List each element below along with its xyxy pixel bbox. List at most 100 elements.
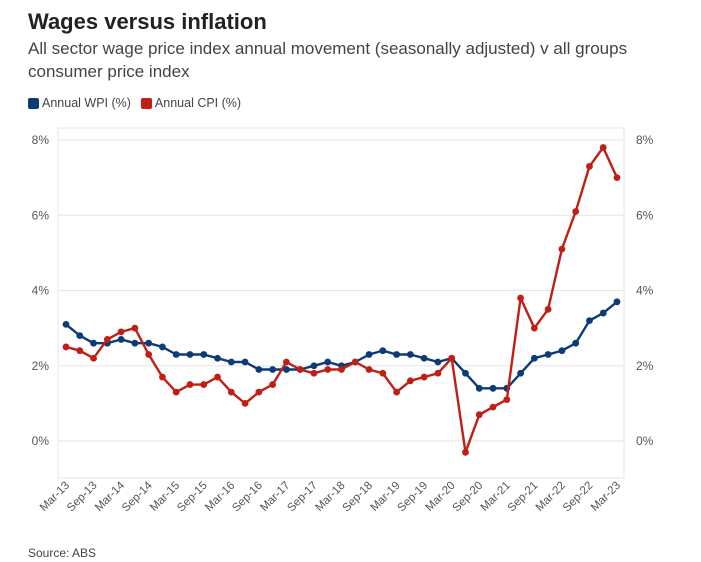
data-point-cpi	[613, 174, 621, 182]
data-point-cpi	[62, 343, 70, 351]
data-point-wpi	[406, 351, 414, 358]
plot-frame	[57, 127, 625, 479]
y-tick-label-left: 4%	[32, 284, 50, 298]
data-point-cpi	[227, 388, 235, 396]
data-point-wpi	[310, 362, 318, 370]
data-point-wpi	[393, 351, 400, 358]
data-point-cpi	[586, 162, 593, 170]
data-point-wpi	[420, 354, 428, 362]
y-tick-label-left: 0%	[32, 434, 50, 448]
legend-label-wpi: Annual WPI (%)	[42, 96, 131, 110]
y-tick-label-left: 2%	[32, 359, 50, 373]
data-point-cpi	[145, 351, 153, 358]
data-point-cpi	[572, 208, 580, 215]
chart-subtitle: All sector wage price index annual movem…	[28, 39, 628, 81]
legend: Annual WPI (%) Annual CPI (%)	[28, 96, 251, 110]
data-point-cpi	[214, 373, 221, 381]
legend-item-wpi[interactable]: Annual WPI (%)	[28, 96, 131, 110]
data-point-cpi	[338, 366, 345, 373]
data-point-wpi	[186, 351, 194, 358]
data-point-wpi	[117, 336, 125, 343]
data-point-cpi	[296, 366, 304, 373]
x-tick-label: Sep-14	[120, 479, 155, 514]
x-tick-label: Sep-15	[175, 480, 210, 515]
legend-swatch-wpi	[28, 97, 39, 109]
data-point-cpi	[90, 354, 97, 362]
y-tick-label-right: 0%	[636, 434, 654, 448]
data-point-wpi	[62, 320, 70, 328]
data-point-wpi	[269, 366, 277, 373]
data-point-cpi	[517, 294, 524, 302]
data-point-wpi	[613, 298, 621, 306]
data-point-wpi	[586, 317, 593, 324]
data-point-cpi	[117, 328, 125, 336]
data-point-cpi	[131, 324, 139, 332]
legend-swatch-cpi	[140, 97, 152, 109]
data-point-wpi	[241, 358, 249, 366]
data-point-wpi	[462, 369, 469, 377]
legend-label-cpi: Annual CPI (%)	[154, 96, 242, 110]
data-point-cpi	[462, 448, 469, 456]
data-point-cpi	[186, 381, 194, 388]
series-line-cpi	[65, 146, 619, 454]
data-point-cpi	[475, 411, 483, 419]
x-tick-label: Mar-23	[589, 480, 623, 514]
data-point-wpi	[255, 366, 263, 373]
data-point-cpi	[544, 305, 552, 313]
data-point-cpi	[310, 369, 318, 377]
data-point-wpi	[489, 384, 497, 392]
data-point-cpi	[365, 366, 373, 373]
data-point-cpi	[558, 245, 566, 253]
data-point-wpi	[544, 351, 552, 358]
data-point-cpi	[420, 373, 428, 381]
data-point-wpi	[200, 351, 208, 358]
y-tick-label-left: 6%	[32, 208, 50, 222]
data-point-cpi	[76, 347, 84, 355]
data-point-cpi	[489, 403, 497, 411]
data-point-wpi	[475, 384, 483, 392]
x-tick-label: Sep-21	[506, 480, 541, 515]
data-point-wpi	[324, 358, 332, 366]
data-point-wpi	[159, 343, 166, 351]
x-tick-label: Sep-18	[340, 480, 375, 515]
y-tick-label-right: 8%	[636, 133, 654, 147]
x-tick-label: Sep-19	[396, 480, 431, 515]
data-point-cpi	[324, 366, 332, 373]
data-point-wpi	[145, 339, 153, 347]
data-point-cpi	[530, 324, 538, 332]
data-point-wpi	[530, 354, 538, 362]
data-point-cpi	[283, 358, 290, 366]
y-tick-label-right: 4%	[636, 284, 654, 298]
x-tick-label: Sep-20	[451, 480, 486, 515]
data-point-cpi	[503, 396, 511, 404]
data-point-cpi	[172, 388, 180, 396]
data-point-wpi	[558, 347, 566, 355]
x-tick-label: Sep-17	[285, 480, 320, 515]
data-point-wpi	[434, 358, 442, 366]
chart-title: Wages versus inflation	[28, 9, 267, 34]
data-point-cpi	[434, 369, 442, 377]
data-point-wpi	[599, 309, 607, 317]
source-note: Source: ABS	[28, 546, 97, 560]
data-point-cpi	[406, 377, 414, 385]
data-point-wpi	[172, 351, 180, 358]
data-point-wpi	[283, 366, 290, 373]
data-point-wpi	[90, 339, 97, 347]
x-tick-label: Sep-22	[561, 480, 596, 515]
y-tick-label-left: 8%	[32, 133, 50, 147]
data-point-wpi	[214, 354, 221, 362]
data-point-wpi	[131, 339, 139, 347]
data-point-wpi	[365, 351, 373, 358]
data-point-wpi	[379, 347, 387, 355]
data-point-wpi	[227, 358, 235, 366]
data-point-cpi	[103, 336, 111, 343]
data-point-cpi	[393, 388, 400, 396]
data-point-cpi	[200, 381, 208, 388]
data-point-cpi	[159, 373, 166, 381]
legend-item-cpi[interactable]: Annual CPI (%)	[140, 96, 242, 110]
data-point-cpi	[241, 399, 249, 407]
y-tick-label-right: 2%	[636, 359, 654, 373]
data-point-cpi	[351, 358, 359, 366]
data-point-cpi	[255, 388, 263, 396]
